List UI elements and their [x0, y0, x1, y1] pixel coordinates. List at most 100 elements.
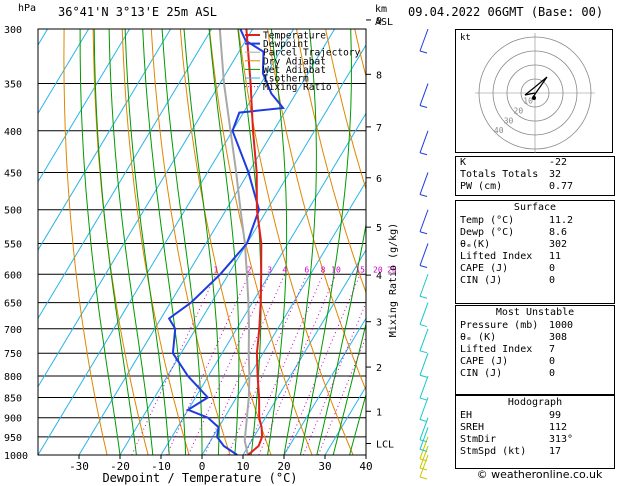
pressure-tick-label: 550 — [4, 239, 22, 250]
mixing-ratio-label: 15 — [355, 265, 365, 274]
wind-barb — [419, 274, 429, 297]
km-tick-label: 4 — [376, 271, 382, 282]
wind-barb-flag — [419, 231, 428, 235]
isotherm-line — [38, 29, 295, 455]
mixing-ratio-label: 8 — [321, 265, 326, 274]
wind-barb-flag — [419, 105, 428, 109]
pressure-tick-label: 450 — [4, 168, 22, 179]
x-tick-label: -20 — [110, 460, 130, 473]
hodograph-table-title: Hodograph — [507, 397, 563, 408]
mixing-ratio-axis-label: Mixing Ratio (g/kg) — [388, 223, 399, 337]
legend-label: Dry Adiabat — [263, 56, 326, 67]
hodograph-param-label: SREH — [460, 422, 485, 433]
index-value: 0.77 — [549, 181, 574, 192]
wind-barb-flag — [419, 476, 428, 480]
surface-row: CIN (J) 0 — [456, 275, 614, 287]
wind-barb — [419, 397, 429, 420]
dry-adiabat-line — [92, 29, 149, 455]
wet-adiabat-line — [108, 29, 154, 455]
index-row: K -22 — [456, 157, 614, 169]
pressure-tick-label: 800 — [4, 372, 22, 383]
mixing-ratio-label: 3 — [267, 265, 272, 274]
wind-barb-flag — [419, 295, 428, 299]
surface-label: Lifted Index — [460, 251, 533, 262]
surface-label: CAPE (J) — [460, 263, 509, 274]
isotherm-line — [78, 29, 336, 455]
most-unstable-label: Lifted Index — [460, 344, 533, 355]
hodograph-trace — [524, 76, 548, 98]
dry-adiabat-line — [150, 29, 231, 455]
surface-value: 11.2 — [549, 215, 574, 226]
surface-label: Dewp (°C) — [460, 227, 515, 238]
km-tick-label: 6 — [376, 174, 382, 185]
most-unstable-label: CIN (J) — [460, 368, 503, 379]
km-tick-label: 8 — [376, 70, 382, 81]
wind-barb-flag — [419, 264, 428, 268]
hodograph-param-value: 313° — [549, 434, 574, 445]
wind-barb — [419, 328, 429, 351]
hodograph-ring-label: 10 — [523, 97, 533, 106]
dry-adiabat-line — [237, 29, 354, 455]
wind-barb — [419, 427, 429, 450]
hodograph-param-value: 17 — [549, 446, 562, 457]
wet-adiabat-line — [183, 29, 220, 455]
isotherm-line — [38, 29, 172, 251]
hodograph-param-label: StmDir — [460, 434, 497, 445]
wind-barb — [419, 83, 429, 106]
dry-adiabat-line — [325, 29, 366, 191]
asl-axis-title: ASL — [375, 17, 394, 28]
surface-value: 11 — [549, 251, 562, 262]
wind-barb-flag — [419, 374, 428, 378]
pressure-tick-label: 500 — [4, 206, 22, 217]
dry-adiabat-line — [296, 29, 366, 294]
wet-adiabat-line — [267, 29, 288, 455]
isotherm-line — [38, 29, 131, 183]
legend-label: Isotherm — [263, 74, 309, 85]
x-tick-label: 40 — [359, 460, 372, 473]
hodograph-ring-label: 20 — [514, 107, 524, 116]
pressure-tick-label: 700 — [4, 325, 22, 336]
temperature-line — [245, 29, 264, 455]
mixing-ratio-label: 4 — [282, 265, 287, 274]
wind-barb — [419, 209, 429, 232]
surface-row: θₑ(K) 302 — [456, 239, 614, 251]
most-unstable-value: 0 — [549, 368, 556, 379]
mixing-ratio-line — [227, 274, 308, 455]
wet-adiabat-line — [349, 392, 366, 455]
km-tick-label: LCL — [376, 439, 394, 450]
km-tick-label: 3 — [376, 318, 382, 329]
most-unstable-row: θₑ (K) 308 — [456, 332, 614, 344]
wet-adiabat-line — [208, 29, 240, 455]
wind-barb — [419, 243, 429, 266]
wind-barb-flag — [419, 458, 428, 462]
index-value: -22 — [549, 157, 568, 168]
km-axis-title: km — [375, 4, 388, 15]
pressure-tick-label: 350 — [4, 80, 22, 91]
wind-barb-flag — [419, 419, 428, 422]
most-unstable-value: 0 — [549, 356, 556, 367]
legend-label: Mixing Ratio — [263, 82, 332, 93]
legend-label: Dewpoint — [263, 39, 309, 50]
x-tick-label: 0 — [199, 460, 206, 473]
most-unstable-label: CAPE (J) — [460, 356, 509, 367]
legend-label: Parcel Trajectory — [263, 48, 361, 59]
x-axis-label: Dewpoint / Temperature (°C) — [102, 471, 297, 485]
km-tick-label: 5 — [376, 223, 382, 234]
parcel-trajectory-line — [218, 29, 251, 455]
index-value: 32 — [549, 169, 562, 180]
most-unstable-title: Most Unstable — [495, 307, 575, 318]
most-unstable-value: 1000 — [549, 320, 574, 331]
surface-row: Lifted Index 11 — [456, 251, 614, 263]
mixing-ratio-label: 1 — [214, 265, 219, 274]
most-unstable-value: 308 — [549, 332, 568, 343]
pressure-tick-label: 400 — [4, 127, 22, 138]
wet-adiabat-line — [142, 29, 187, 455]
wind-barb — [419, 445, 429, 469]
wind-barb — [419, 353, 429, 376]
wind-barb-flag — [419, 152, 428, 156]
pressure-tick-label: 850 — [4, 393, 22, 404]
isotherm-line — [201, 180, 366, 455]
surface-row: CAPE (J) 0 — [456, 263, 614, 275]
pressure-tick-label: 600 — [4, 270, 22, 281]
